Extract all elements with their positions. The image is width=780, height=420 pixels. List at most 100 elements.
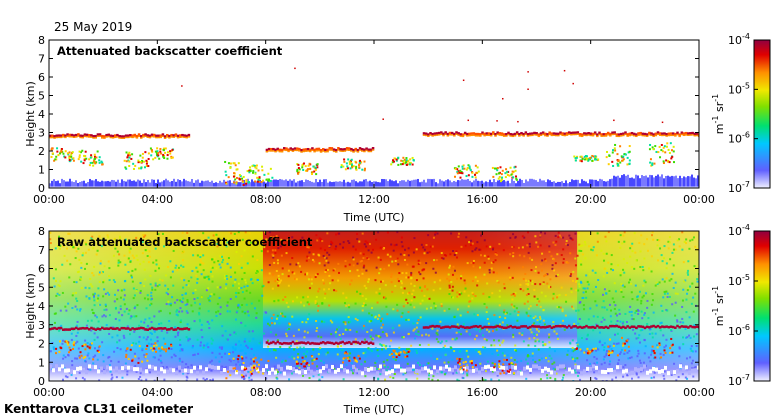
raw-speckle bbox=[161, 279, 164, 282]
raw-speckle bbox=[539, 378, 542, 381]
raw-cloud-layer bbox=[170, 327, 173, 330]
precip-pixel bbox=[235, 181, 238, 184]
raw-speckle bbox=[627, 281, 630, 284]
raw-cloud-layer bbox=[596, 324, 599, 328]
raw-speckle bbox=[405, 318, 408, 321]
cloud-layer bbox=[498, 132, 502, 135]
raw-cloud-layer bbox=[615, 324, 619, 328]
raw-speckle bbox=[332, 271, 335, 274]
raw-speckle bbox=[208, 327, 211, 330]
raw-speckle bbox=[622, 375, 625, 378]
cloud-layer bbox=[455, 131, 458, 134]
ground-signal bbox=[591, 179, 593, 188]
raw-speckle bbox=[175, 367, 178, 370]
raw-speckle bbox=[422, 277, 425, 280]
raw-speckle bbox=[581, 244, 584, 247]
noise-pixel bbox=[496, 120, 498, 122]
raw-speckle bbox=[181, 294, 184, 297]
raw-speckle bbox=[248, 330, 251, 333]
raw-cloud-layer bbox=[98, 327, 102, 331]
raw-cloud-layer bbox=[345, 341, 349, 345]
raw-speckle bbox=[485, 311, 488, 314]
raw-speckle bbox=[218, 352, 221, 355]
ground-signal bbox=[681, 178, 683, 188]
raw-cloud-layer bbox=[79, 327, 82, 330]
raw-speckle bbox=[522, 340, 525, 343]
raw-speckle bbox=[53, 285, 56, 288]
precip-pixel bbox=[359, 159, 362, 162]
raw-speckle bbox=[234, 343, 237, 346]
cloud-layer bbox=[472, 132, 476, 135]
precip-pixel bbox=[585, 155, 588, 158]
raw-speckle bbox=[123, 254, 126, 257]
raw-speckle bbox=[385, 305, 388, 308]
raw-speckle bbox=[198, 311, 201, 314]
ground-signal bbox=[559, 181, 561, 188]
raw-speckle bbox=[527, 344, 530, 347]
raw-speckle bbox=[178, 357, 181, 360]
raw-speckle bbox=[427, 334, 430, 337]
raw-speckle bbox=[463, 279, 466, 282]
raw-speckle bbox=[72, 246, 75, 249]
raw-speckle bbox=[406, 292, 409, 295]
raw-speckle bbox=[308, 303, 311, 306]
cloud-layer bbox=[609, 132, 612, 136]
raw-speckle bbox=[96, 358, 99, 361]
raw-speckle bbox=[110, 373, 113, 376]
cloud-layer bbox=[174, 133, 178, 136]
raw-speckle bbox=[585, 296, 588, 299]
raw-speckle bbox=[100, 271, 103, 274]
raw-speckle bbox=[616, 332, 619, 335]
ground-signal bbox=[369, 180, 371, 188]
raw-speckle bbox=[482, 334, 485, 337]
raw-speckle bbox=[512, 233, 515, 236]
raw-speckle bbox=[253, 353, 256, 356]
ground-signal bbox=[687, 176, 689, 188]
precip-pixel bbox=[495, 173, 498, 176]
cloud-layer bbox=[632, 132, 636, 136]
raw-speckle bbox=[431, 378, 434, 381]
raw-cloud-layer bbox=[332, 342, 336, 346]
raw-speckle bbox=[327, 261, 330, 264]
raw-speckle bbox=[198, 266, 201, 269]
raw-speckle bbox=[386, 231, 389, 234]
raw-cloud-layer bbox=[133, 327, 136, 331]
precip-pixel bbox=[355, 165, 358, 168]
raw-speckle bbox=[246, 262, 249, 265]
raw-speckle bbox=[407, 333, 410, 336]
raw-speckle bbox=[448, 293, 451, 296]
raw-speckle bbox=[609, 360, 612, 363]
ground-signal bbox=[353, 179, 355, 188]
precip-pixel bbox=[594, 157, 597, 160]
raw-speckle bbox=[272, 256, 275, 259]
ground-signal bbox=[307, 180, 309, 188]
raw-speckle bbox=[456, 323, 459, 326]
precip-pixel bbox=[160, 152, 163, 155]
raw-speckle bbox=[482, 378, 485, 381]
precip-pixel bbox=[100, 160, 103, 163]
raw-speckle bbox=[162, 337, 165, 340]
raw-cloud-layer bbox=[144, 328, 147, 331]
cloud-layer bbox=[326, 148, 329, 152]
raw-cloud-layer bbox=[676, 324, 679, 328]
precip-pixel bbox=[665, 159, 668, 162]
precip-pixel bbox=[358, 166, 361, 169]
raw-speckle bbox=[485, 306, 488, 309]
precip-pixel bbox=[55, 158, 58, 161]
raw-speckle bbox=[59, 244, 62, 247]
raw-speckle bbox=[452, 296, 455, 299]
raw-speckle bbox=[651, 231, 654, 234]
raw-speckle bbox=[475, 247, 478, 250]
raw-speckle bbox=[390, 281, 393, 284]
date-label: 25 May 2019 bbox=[54, 20, 133, 34]
raw-speckle bbox=[226, 241, 229, 244]
raw-speckle bbox=[306, 246, 309, 249]
raw-speckle bbox=[640, 310, 643, 313]
cloud-layer bbox=[589, 132, 593, 136]
ground-signal bbox=[499, 179, 501, 188]
raw-speckle bbox=[68, 276, 71, 279]
raw-speckle bbox=[531, 352, 534, 355]
raw-speckle bbox=[311, 258, 314, 261]
raw-speckle bbox=[539, 317, 542, 320]
ground-signal bbox=[403, 180, 405, 188]
